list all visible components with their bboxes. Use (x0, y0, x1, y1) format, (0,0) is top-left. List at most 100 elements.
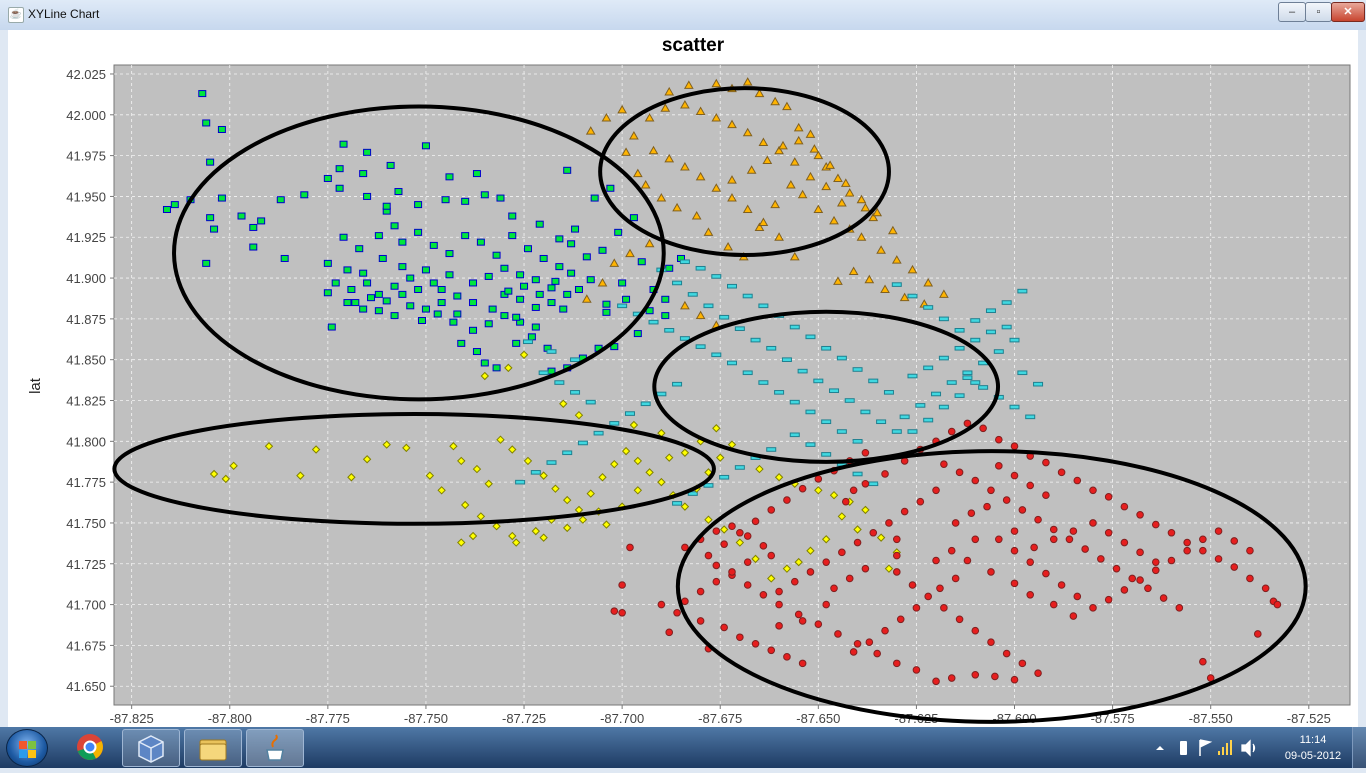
data-point-bar (515, 479, 526, 485)
clock-date[interactable]: 09-05-2012 (1284, 750, 1342, 762)
data-point-triangle (848, 266, 859, 276)
minimize-button[interactable]: ‒ (1278, 2, 1306, 22)
data-point-square (339, 140, 348, 148)
data-point-triangle (813, 150, 824, 160)
data-point-bar (679, 259, 690, 265)
maximize-button[interactable]: ▫ (1305, 2, 1332, 22)
y-tick-label: 41.650 (66, 679, 106, 694)
data-point-bar (985, 308, 996, 314)
data-point-circle (712, 527, 721, 535)
chrome-icon[interactable] (62, 729, 118, 765)
data-point-triangle (833, 276, 843, 285)
data-point-square (355, 245, 364, 253)
virtualbox-icon[interactable] (122, 729, 180, 767)
network-signal-icon[interactable] (1218, 740, 1232, 755)
data-point-circle (1065, 535, 1074, 544)
x-tick-label: -87.775 (306, 711, 350, 726)
data-point-bar (570, 357, 581, 362)
data-point-circle (893, 568, 901, 576)
data-point-triangle (837, 197, 847, 207)
data-point-square (335, 165, 344, 173)
data-point-circle (1112, 564, 1121, 573)
show-hidden-icons-icon[interactable] (1156, 746, 1164, 750)
data-point-circle (940, 460, 948, 468)
data-point-circle (1081, 545, 1089, 553)
data-point-circle (995, 535, 1003, 544)
data-point-diamond (539, 533, 548, 542)
data-point-diamond (476, 512, 486, 521)
data-point-square (571, 225, 580, 233)
data-point-diamond (633, 486, 643, 495)
data-point-bar (585, 399, 596, 405)
data-point-bar (829, 388, 840, 394)
data-point-square (367, 294, 376, 302)
data-point-diamond (680, 448, 690, 457)
data-point-circle (947, 546, 956, 555)
data-point-square (574, 285, 583, 293)
data-point-bar (742, 293, 753, 299)
data-point-square (210, 225, 219, 233)
data-point-diamond (621, 446, 631, 456)
data-point-circle (798, 659, 807, 668)
data-point-circle (908, 581, 917, 589)
data-point-triangle (789, 251, 800, 261)
explorer-folder-icon[interactable] (184, 729, 242, 767)
action-center-flag-icon[interactable] (1199, 739, 1213, 756)
data-point-circle (1214, 555, 1223, 563)
data-point-diamond (735, 538, 745, 547)
clock-time[interactable]: 11:14 (1299, 734, 1327, 746)
data-point-square (198, 90, 207, 98)
data-point-triangle (742, 77, 753, 86)
data-point-circle (924, 592, 932, 601)
battery-icon[interactable] (1180, 741, 1187, 755)
show-desktop-button[interactable] (1352, 727, 1366, 768)
data-point-bar (852, 367, 863, 372)
data-point-diamond (578, 515, 588, 524)
java-icon[interactable] (246, 729, 304, 767)
data-point-bar (734, 326, 745, 331)
data-point-square (237, 212, 246, 220)
data-point-square (162, 205, 171, 213)
data-point-circle (987, 568, 995, 576)
data-point-circle (893, 551, 901, 560)
data-point-triangle (872, 207, 883, 217)
title-bar[interactable]: ☕ XYLine Chart ‒ ▫ ✕ (0, 0, 1366, 30)
data-point-square (217, 125, 226, 133)
data-point-circle (861, 448, 870, 457)
data-point-circle (1151, 566, 1160, 575)
data-point-triangle (727, 175, 737, 184)
data-point-triangle (601, 113, 612, 122)
x-tick-label: -87.675 (698, 711, 742, 726)
y-tick-label: 41.725 (66, 557, 106, 572)
data-point-bar (695, 344, 706, 349)
data-point-bar (946, 380, 957, 385)
data-point-square (469, 299, 478, 307)
java-icon[interactable]: ☕ (8, 7, 24, 23)
data-point-bar (758, 380, 769, 385)
data-point-diamond (457, 456, 466, 466)
volume-icon[interactable] (1241, 739, 1256, 757)
data-point-bar (1017, 288, 1028, 294)
data-point-circle (1167, 528, 1176, 537)
data-point-bar (907, 293, 918, 299)
data-point-diamond (704, 468, 713, 477)
data-point-circle (759, 590, 768, 599)
data-point-bar (546, 349, 557, 354)
data-point-bar (915, 403, 926, 408)
windows-start-icon[interactable] (6, 729, 48, 767)
data-point-circle (775, 622, 783, 630)
data-point-circle (873, 649, 881, 658)
data-point-triangle (856, 232, 867, 241)
data-point-triangle (711, 183, 722, 192)
data-point-circle (1089, 486, 1097, 495)
data-point-square (390, 312, 399, 320)
data-point-triangle (844, 188, 855, 197)
data-point-circle (1010, 675, 1019, 684)
close-button[interactable]: ✕ (1331, 2, 1365, 22)
data-point-circle (814, 620, 823, 628)
data-point-triangle (876, 245, 886, 254)
data-point-bar (821, 419, 832, 425)
data-point-circle (743, 532, 752, 540)
data-point-square (437, 299, 446, 307)
y-tick-label: 41.900 (66, 271, 106, 286)
